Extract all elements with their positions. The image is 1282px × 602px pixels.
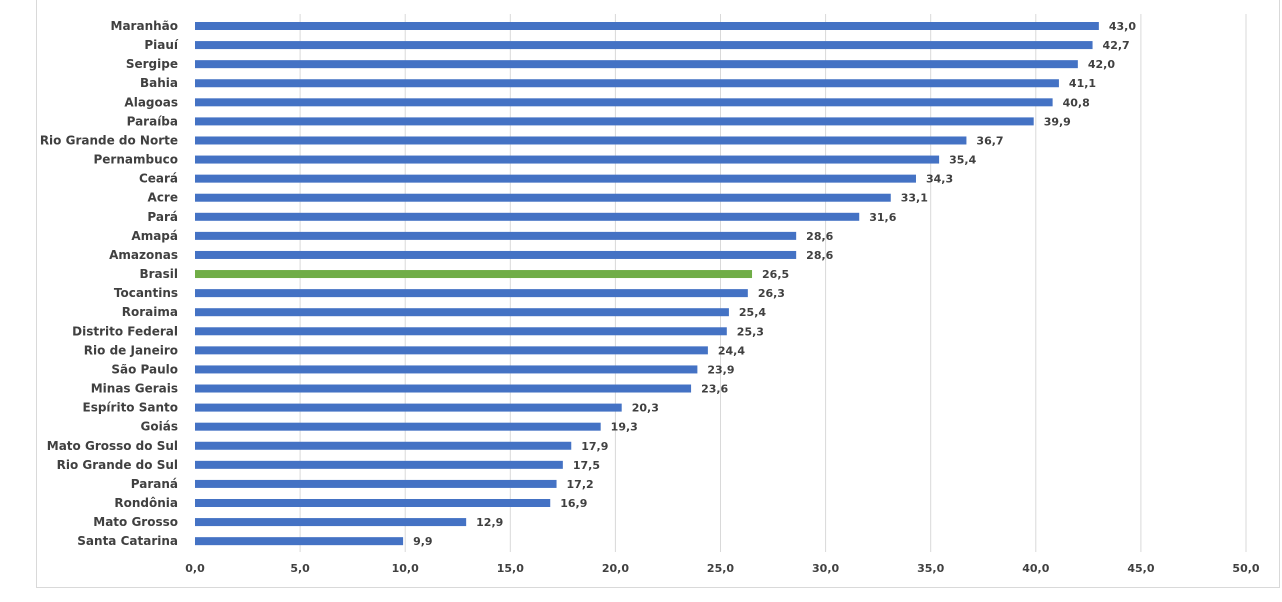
value-label: 36,7: [976, 134, 1003, 147]
bar: [195, 479, 557, 488]
category-label: Distrito Federal: [72, 324, 178, 338]
bar: [195, 60, 1078, 69]
bar: [195, 79, 1059, 88]
bar: [195, 441, 572, 450]
x-tick-label: 40,0: [1022, 562, 1049, 575]
bar: [195, 499, 551, 507]
value-label: 25,4: [739, 306, 766, 319]
value-label: 9,9: [413, 535, 433, 548]
chart-frame: [36, 0, 1280, 588]
value-label: 17,5: [573, 459, 600, 472]
x-tick-label: 50,0: [1232, 562, 1259, 575]
bar: [195, 346, 708, 355]
value-label: 42,7: [1103, 39, 1130, 52]
bar: [195, 518, 467, 527]
category-label: Mato Grosso do Sul: [47, 439, 178, 453]
x-tick-label: 30,0: [812, 562, 839, 575]
value-label: 17,2: [567, 478, 594, 491]
bar: [195, 403, 622, 412]
value-label: 33,1: [901, 192, 928, 205]
category-label: Minas Gerais: [91, 382, 178, 396]
bar: [195, 289, 748, 298]
category-label: Maranhão: [111, 19, 178, 33]
value-label: 23,6: [701, 383, 728, 396]
value-label: 16,9: [560, 497, 587, 510]
value-label: 40,8: [1063, 96, 1090, 109]
value-label: 34,3: [926, 173, 953, 186]
value-label: 39,9: [1044, 115, 1071, 128]
x-tick-label: 5,0: [290, 562, 310, 575]
bar: [195, 365, 698, 374]
value-label: 26,5: [762, 268, 789, 281]
bar: [195, 174, 916, 183]
bar: [195, 250, 797, 259]
bar: [195, 193, 891, 202]
bar: [195, 22, 1099, 30]
category-label: Pernambuco: [94, 153, 179, 167]
bar: [195, 327, 727, 336]
category-label: Sergipe: [126, 57, 178, 71]
x-tick-label: 45,0: [1127, 562, 1154, 575]
category-label: Rondônia: [114, 496, 178, 510]
category-label: Brasil: [139, 267, 178, 281]
category-label: Paraná: [131, 477, 178, 491]
category-label: Rio Grande do Sul: [57, 458, 178, 472]
category-label: Roraima: [122, 305, 178, 319]
category-label: Espírito Santo: [83, 401, 179, 415]
value-label: 23,9: [707, 363, 734, 376]
category-label: Santa Catarina: [77, 534, 178, 548]
bar: [195, 537, 404, 546]
value-label: 19,3: [611, 421, 638, 434]
value-label: 20,3: [632, 402, 659, 415]
bar: [195, 212, 860, 221]
bar: [195, 117, 1034, 126]
category-label: Goiás: [141, 420, 178, 434]
x-tick-label: 25,0: [707, 562, 734, 575]
value-label: 43,0: [1109, 20, 1136, 33]
category-label: Alagoas: [124, 95, 178, 109]
category-label: Bahia: [140, 76, 178, 90]
bar: [195, 231, 797, 240]
bar: [195, 41, 1093, 50]
x-tick-label: 20,0: [602, 562, 629, 575]
value-label: 26,3: [758, 287, 785, 300]
category-label: Rio de Janeiro: [84, 343, 178, 357]
value-label: 42,0: [1088, 58, 1115, 71]
category-label: Acre: [148, 191, 178, 205]
category-label: Mato Grosso: [93, 515, 178, 529]
value-label: 25,3: [737, 325, 764, 338]
value-label: 24,4: [718, 344, 745, 357]
category-label: Rio Grande do Norte: [40, 133, 178, 147]
category-label: Ceará: [139, 172, 178, 186]
category-label: São Paulo: [111, 362, 178, 376]
bar-highlight: [195, 270, 753, 279]
category-label: Amapá: [131, 229, 178, 243]
x-tick-label: 0,0: [185, 562, 205, 575]
value-label: 17,9: [581, 440, 608, 453]
value-label: 28,6: [806, 249, 833, 262]
value-label: 41,1: [1069, 77, 1096, 90]
category-label: Tocantins: [114, 286, 178, 300]
category-label: Piauí: [144, 38, 179, 52]
bar: [195, 98, 1053, 107]
category-label: Paraíba: [127, 114, 178, 128]
bar: [195, 460, 563, 469]
bar: [195, 155, 940, 164]
value-label: 12,9: [476, 516, 503, 529]
x-tick-label: 10,0: [392, 562, 419, 575]
x-tick-label: 35,0: [917, 562, 944, 575]
value-label: 28,6: [806, 230, 833, 243]
bar: [195, 384, 692, 393]
x-tick-label: 15,0: [497, 562, 524, 575]
category-label: Pará: [147, 210, 178, 224]
bar: [195, 136, 967, 145]
category-label: Amazonas: [109, 248, 178, 262]
bar: [195, 308, 729, 317]
bar: [195, 422, 601, 431]
value-label: 35,4: [949, 154, 976, 167]
value-label: 31,6: [869, 211, 896, 224]
